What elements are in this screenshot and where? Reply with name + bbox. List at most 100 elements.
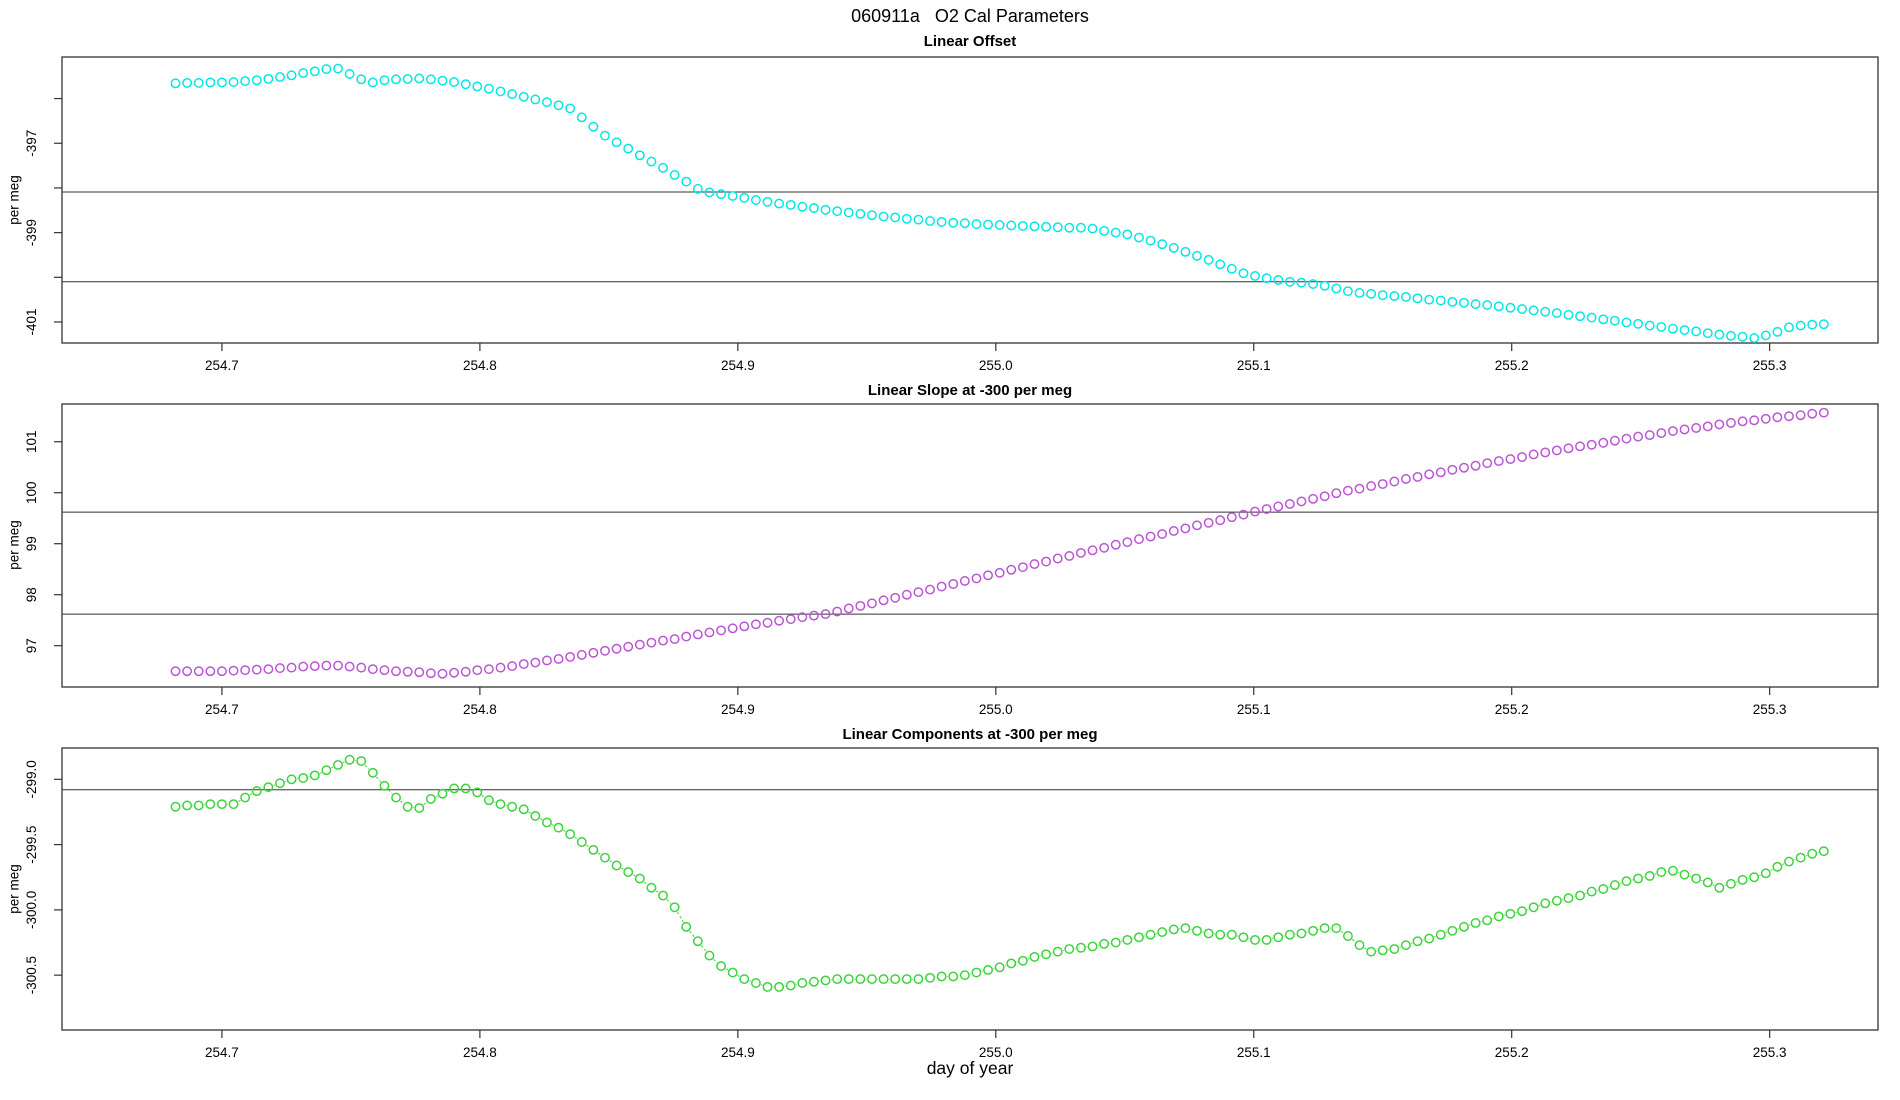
data-point <box>832 606 843 617</box>
data-point <box>1644 320 1655 331</box>
data-point <box>483 83 494 94</box>
data-point <box>472 787 483 798</box>
data-point <box>1540 306 1551 317</box>
panel3-title: Linear Components at -300 per meg <box>842 726 1098 743</box>
data-point <box>1122 537 1133 548</box>
data-point <box>379 665 390 676</box>
data-point <box>1609 435 1620 446</box>
data-point <box>1517 452 1527 462</box>
connector-segment <box>342 761 345 764</box>
data-point <box>1284 929 1295 940</box>
data-point <box>1134 932 1144 943</box>
panel-frame <box>61 403 1879 688</box>
data-point <box>600 852 610 863</box>
data-point <box>1203 517 1214 528</box>
connector-segment <box>725 968 729 971</box>
data-point <box>1041 949 1052 960</box>
data-point <box>1192 250 1202 261</box>
connector-segment <box>387 789 393 795</box>
data-point <box>402 73 413 84</box>
data-point <box>855 600 866 611</box>
data-point <box>507 89 518 100</box>
data-point <box>344 661 355 672</box>
x-tick-label: 254.8 <box>463 702 497 717</box>
data-point <box>704 627 715 638</box>
data-point <box>611 137 622 148</box>
connector-segment <box>563 829 566 832</box>
data-point <box>1795 852 1806 863</box>
data-point <box>913 214 924 225</box>
data-point <box>820 975 831 986</box>
data-point <box>634 150 645 161</box>
data-point <box>1041 556 1052 567</box>
data-point <box>507 661 518 672</box>
data-point <box>170 801 181 812</box>
data-point <box>843 974 854 985</box>
data-point <box>739 974 750 985</box>
data-point <box>1714 882 1725 893</box>
data-point <box>379 75 390 86</box>
data-point <box>240 792 251 803</box>
data-point <box>1644 870 1655 881</box>
connector-segment <box>447 790 450 792</box>
connector-segment <box>238 799 241 802</box>
data-point <box>971 967 982 978</box>
data-point <box>565 103 576 114</box>
data-point <box>1818 319 1829 330</box>
data-point <box>1238 932 1249 943</box>
x-tick-label: 255.3 <box>1753 702 1787 717</box>
data-point <box>1157 927 1168 938</box>
data-point <box>1609 880 1620 891</box>
data-point <box>600 130 610 141</box>
data-point <box>460 783 471 794</box>
data-point <box>425 74 436 85</box>
data-point <box>913 587 924 598</box>
data-point <box>948 579 959 589</box>
data-point <box>1099 225 1110 236</box>
data-point <box>298 661 309 672</box>
data-point <box>1795 410 1806 421</box>
data-point <box>1296 496 1307 507</box>
data-point <box>588 121 599 132</box>
data-point <box>1726 878 1736 889</box>
data-point <box>797 612 808 623</box>
data-point <box>727 967 738 978</box>
data-point <box>1517 304 1527 314</box>
data-point <box>623 143 634 154</box>
data-point <box>1621 317 1632 328</box>
data-point <box>1041 221 1052 232</box>
data-point <box>692 936 703 947</box>
data-point <box>936 216 947 227</box>
connector-segment <box>1340 930 1344 934</box>
data-point <box>692 629 703 640</box>
data-point <box>774 198 785 209</box>
data-point <box>298 68 309 79</box>
data-point <box>971 219 982 230</box>
data-point <box>576 112 587 123</box>
data-point <box>1226 263 1237 274</box>
data-point <box>309 770 320 781</box>
data-point <box>414 73 425 84</box>
data-point <box>576 649 587 660</box>
data-point <box>309 66 320 77</box>
data-point <box>286 662 297 673</box>
data-point <box>762 981 773 992</box>
data-point <box>333 63 343 74</box>
data-point <box>1760 330 1771 341</box>
data-point <box>774 615 785 626</box>
data-point <box>1400 474 1411 484</box>
data-point <box>785 980 796 991</box>
data-point <box>1726 417 1736 428</box>
data-point <box>298 773 309 783</box>
data-point <box>321 660 332 671</box>
data-point <box>1319 491 1330 502</box>
data-point <box>367 767 378 778</box>
data-point <box>449 783 460 794</box>
data-point <box>1308 925 1319 936</box>
data-point <box>1296 928 1307 939</box>
data-point <box>193 666 204 677</box>
y-tick-label: -401 <box>24 308 39 335</box>
data-point <box>1679 869 1690 880</box>
data-point <box>333 660 343 671</box>
data-point <box>727 623 738 634</box>
